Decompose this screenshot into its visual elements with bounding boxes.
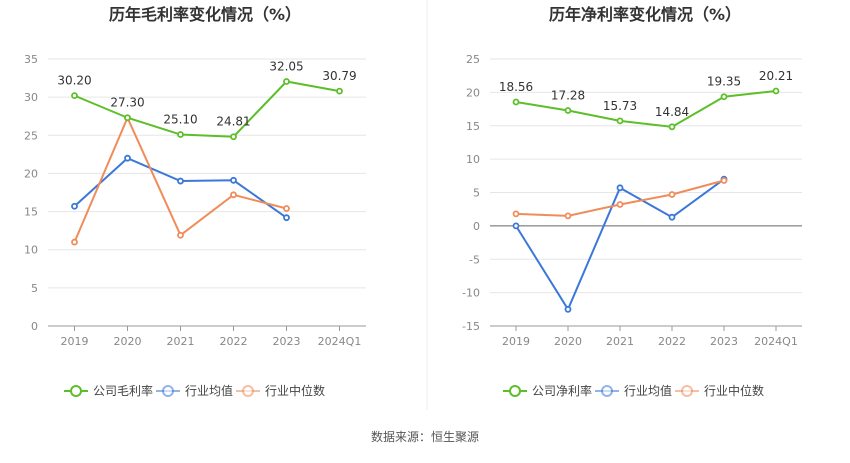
x-tick-label: 2022 — [658, 335, 686, 348]
data-point — [616, 117, 624, 125]
data-label: 25.10 — [163, 113, 197, 127]
data-label: 19.35 — [707, 75, 741, 89]
data-label: 20.21 — [759, 69, 793, 83]
legend-marker — [70, 385, 82, 397]
data-point — [283, 214, 290, 222]
data-point — [177, 131, 184, 138]
y-tick-label: -5 — [469, 253, 480, 266]
x-tick-label: 2024Q1 — [318, 335, 362, 348]
data-label: 15.73 — [603, 99, 637, 113]
data-point — [71, 238, 78, 246]
x-tick-label: 2021 — [167, 335, 195, 348]
data-point — [71, 92, 78, 100]
data-point — [616, 201, 624, 208]
data-point — [71, 202, 78, 210]
data-point — [512, 210, 520, 218]
data-label: 18.56 — [499, 80, 533, 94]
x-tick-label: 2020 — [554, 335, 582, 348]
legend-marker — [681, 385, 693, 397]
data-point — [720, 93, 728, 101]
data-point — [230, 176, 237, 184]
y-tick-label: 25 — [466, 53, 480, 66]
legend: 公司毛利率 行业均值 行业中位数 — [64, 383, 325, 398]
data-point — [177, 177, 184, 185]
x-tick-label: 2024Q1 — [754, 335, 798, 348]
legend-marker — [601, 385, 613, 397]
y-tick-label: 20 — [466, 86, 480, 99]
legend: 公司净利率 行业均值 行业中位数 — [503, 383, 764, 398]
chart-2: 历年净利率变化情况（%） -15 -10 -5 0 5 10 15 20 25 2019 2020 20… — [462, 5, 802, 398]
x-tick-label: 2023 — [710, 335, 738, 348]
data-label: 32.05 — [269, 60, 303, 74]
data-point — [124, 154, 131, 162]
data-point — [283, 78, 290, 85]
x-tick-label: 2021 — [606, 335, 634, 348]
data-point — [720, 177, 728, 184]
series-line-0 — [515, 89, 777, 128]
data-label: 14.84 — [655, 105, 689, 119]
y-tick-label: 10 — [466, 153, 480, 166]
legend-marker — [242, 385, 254, 397]
legend-marker — [509, 385, 521, 397]
legend-label: 公司毛利率 — [93, 383, 153, 398]
data-point — [668, 123, 676, 131]
y-tick-label: 30 — [24, 91, 38, 104]
data-source-note: 数据来源：恒生聚源 — [370, 430, 479, 444]
data-point — [336, 87, 343, 95]
data-point — [230, 191, 237, 199]
data-point — [564, 107, 572, 114]
y-tick-label: 25 — [24, 129, 38, 142]
y-tick-label: -15 — [462, 320, 480, 333]
data-label: 27.30 — [110, 96, 144, 110]
data-point — [283, 205, 290, 212]
data-point — [564, 305, 572, 313]
y-tick-label: 15 — [466, 120, 480, 133]
data-label: 30.79 — [322, 69, 356, 83]
y-tick-label: 20 — [24, 167, 38, 180]
y-tick-label: 0 — [473, 220, 480, 233]
legend-label: 行业中位数 — [265, 383, 325, 398]
data-point — [124, 114, 131, 122]
legend-label: 行业中位数 — [704, 383, 764, 398]
x-tick-label: 2019 — [61, 335, 89, 348]
y-tick-label: 10 — [24, 244, 38, 257]
data-point — [512, 222, 520, 230]
chart-title: 历年净利率变化情况（%） — [549, 5, 741, 24]
y-tick-label: 5 — [473, 187, 480, 200]
x-tick-label: 2022 — [220, 335, 248, 348]
data-point — [772, 87, 780, 95]
y-tick-label: 5 — [31, 282, 38, 295]
data-label: 30.20 — [57, 74, 91, 88]
x-tick-label: 2020 — [114, 335, 142, 348]
y-tick-label: -10 — [462, 287, 480, 300]
x-tick-label: 2023 — [273, 335, 301, 348]
legend-marker — [162, 385, 174, 397]
legend-label: 公司净利率 — [532, 383, 592, 398]
x-tick-label: 2019 — [502, 335, 530, 348]
data-point — [668, 213, 676, 221]
chart-title: 历年毛利率变化情况（%） — [109, 5, 301, 24]
chart-1: 历年毛利率变化情况（%） 0 5 10 15 20 25 30 35 2019 2020 2021 20… — [24, 5, 366, 398]
legend-label: 行业均值 — [624, 383, 672, 398]
legend-label: 行业均值 — [185, 383, 233, 398]
y-tick-label: 0 — [31, 320, 38, 333]
y-tick-label: 15 — [24, 206, 38, 219]
data-label: 24.81 — [216, 115, 250, 129]
data-point — [230, 133, 237, 141]
data-label: 17.28 — [551, 89, 585, 103]
data-point — [564, 212, 572, 220]
series-line-1 — [515, 178, 725, 312]
data-point — [512, 98, 520, 106]
series-line-0 — [74, 80, 340, 138]
data-point — [668, 191, 676, 198]
y-tick-label: 35 — [24, 53, 38, 66]
data-point — [177, 231, 184, 239]
data-point — [616, 184, 624, 192]
